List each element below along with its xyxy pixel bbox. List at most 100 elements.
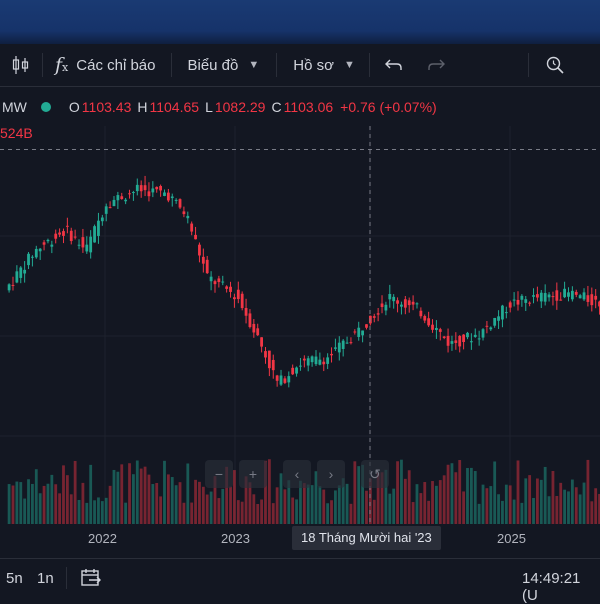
volume-bar: [485, 488, 489, 524]
replay-button[interactable]: [543, 44, 567, 86]
volume-bar: [58, 493, 61, 524]
candlestick-icon: [12, 56, 29, 74]
crosshair-date-label: 18 Tháng Mười hai '23: [292, 526, 441, 550]
candle-body: [466, 332, 469, 338]
candle-body: [23, 269, 27, 274]
volume-bar: [376, 472, 380, 524]
volume-bar: [388, 493, 392, 524]
volume-bar: [442, 475, 446, 524]
indicators-button[interactable]: fx Các chỉ báo: [55, 44, 155, 86]
candle-body: [295, 367, 298, 374]
volume-bar: [233, 470, 236, 524]
candle-body: [170, 196, 174, 199]
high-value: 1104.65: [149, 99, 200, 115]
candle-body: [85, 244, 89, 252]
x-tick-label: 2025: [497, 531, 526, 546]
candle-body: [365, 324, 368, 328]
range-5y-button[interactable]: 5n: [6, 570, 23, 587]
range-1y-button[interactable]: 1n: [37, 570, 54, 587]
volume-bar: [497, 494, 500, 524]
candle-body: [376, 313, 380, 315]
candles-style-button[interactable]: [0, 44, 42, 86]
profile-button[interactable]: Hồ sơ ▼: [293, 44, 355, 86]
candle-body: [128, 193, 131, 195]
candle-body: [388, 293, 392, 300]
candle-body: [209, 276, 213, 282]
volume-bar: [586, 459, 590, 524]
open-label: O: [68, 99, 80, 115]
candle-body: [62, 231, 65, 236]
candle-body: [582, 292, 586, 300]
candle-body: [112, 199, 116, 207]
redo-icon: [428, 59, 445, 70]
time-axis[interactable]: 2022 2023 2025 18 Tháng Mười hai '23: [0, 524, 600, 554]
scroll-right-button[interactable]: ›: [317, 460, 345, 488]
candle-body: [512, 299, 516, 301]
candle-body: [271, 359, 275, 371]
scroll-left-button[interactable]: ‹: [283, 460, 311, 488]
candle-body: [7, 284, 11, 291]
candle-body: [469, 341, 473, 343]
candle-body: [341, 340, 345, 349]
candle-body: [396, 300, 399, 304]
volume-bar: [65, 475, 69, 524]
volume-bar: [221, 488, 225, 524]
candle-body: [528, 302, 532, 304]
volume-bar: [423, 482, 427, 524]
volume-bar: [283, 489, 287, 524]
candle-body: [299, 365, 302, 367]
volume-bar: [124, 502, 128, 524]
volume-bar: [567, 491, 570, 524]
candle-body: [27, 253, 30, 266]
volume-bar: [217, 498, 221, 524]
chart-toolbar: fx Các chỉ báo Biểu đồ ▼ Hồ sơ ▼: [0, 44, 600, 87]
candle-body: [353, 331, 357, 333]
volume-bar: [528, 475, 532, 524]
reset-button[interactable]: ↺: [361, 460, 389, 488]
candle-body: [275, 375, 279, 381]
x-tick-label: 2022: [88, 531, 117, 546]
close-value: 1103.06: [283, 99, 334, 115]
candle-body: [458, 335, 462, 347]
date-range-button[interactable]: [80, 567, 102, 593]
volume-bar: [132, 474, 135, 524]
volume-bar: [450, 463, 454, 524]
candle-body: [485, 325, 489, 327]
candle-body: [539, 292, 543, 302]
candle-body: [225, 286, 229, 289]
zoom-in-button[interactable]: +: [239, 460, 267, 488]
volume-bar: [198, 481, 201, 524]
candle-body: [124, 199, 128, 202]
candle-body: [357, 327, 361, 337]
volume-bar: [570, 479, 574, 524]
volume-bar: [473, 471, 477, 524]
undo-button[interactable]: [382, 44, 406, 86]
price-chart[interactable]: [0, 86, 600, 524]
volume-bar: [240, 501, 244, 524]
chart-type-button[interactable]: Biểu đồ ▼: [187, 44, 259, 86]
volume-bar: [594, 488, 598, 524]
candle-body: [174, 199, 178, 201]
volume-bar: [520, 502, 524, 524]
toolbar-divider: [171, 53, 173, 77]
volume-bar: [524, 478, 528, 524]
volume-bar: [563, 489, 566, 524]
volume-bar: [244, 476, 248, 524]
zoom-out-button[interactable]: −: [205, 460, 233, 488]
volume-bar: [380, 472, 384, 524]
volume-bar: [466, 468, 469, 524]
candle-body: [89, 236, 93, 253]
candle-body: [260, 337, 263, 347]
candle-body: [314, 356, 318, 365]
volume-bar: [151, 484, 155, 524]
volume-bar: [260, 499, 263, 524]
redo-button[interactable]: [424, 44, 448, 86]
profile-label: Hồ sơ: [293, 56, 334, 74]
volume-bar: [11, 485, 15, 524]
candle-body: [139, 185, 143, 192]
candle-body: [155, 186, 159, 190]
candle-body: [431, 324, 434, 330]
plus-icon: +: [248, 466, 258, 482]
volume-bar: [501, 500, 504, 524]
candle-body: [489, 327, 493, 330]
